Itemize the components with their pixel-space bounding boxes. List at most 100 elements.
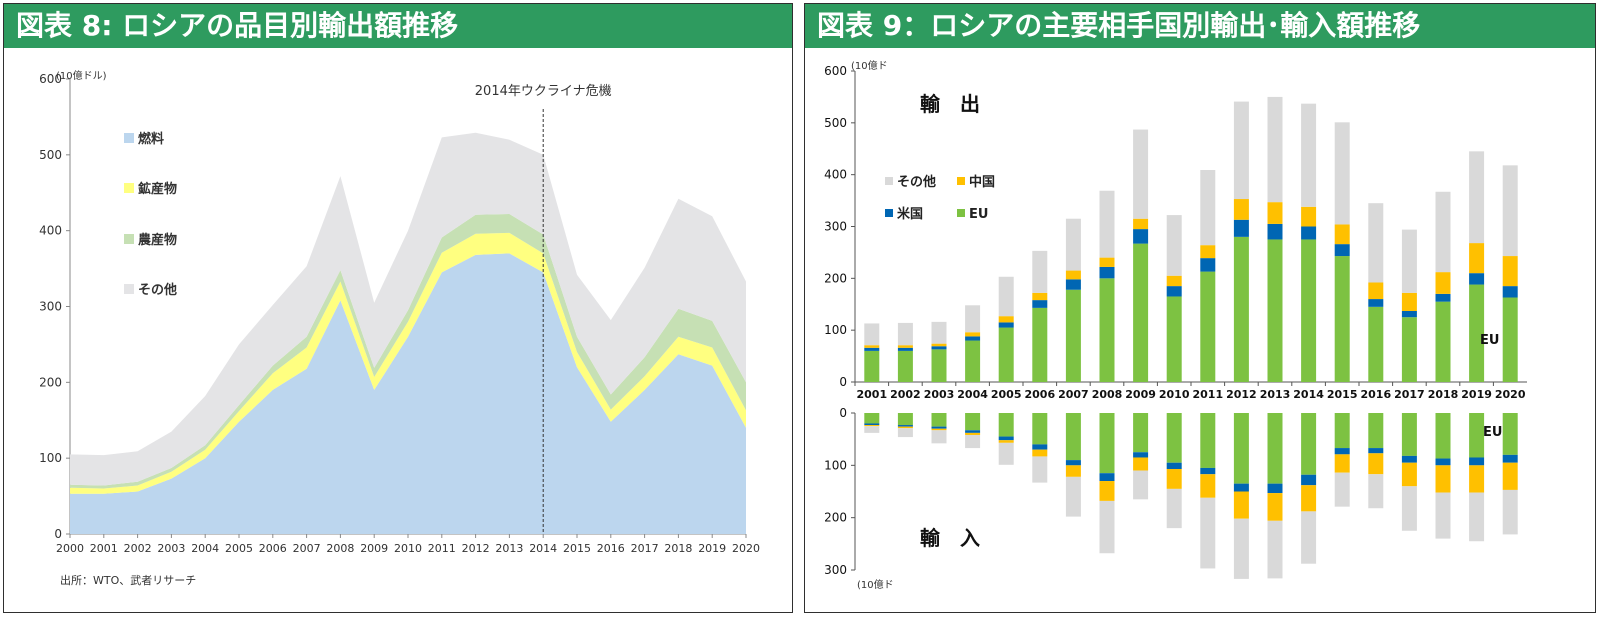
y-tick-label: 200 bbox=[824, 511, 847, 525]
export-bar-segment bbox=[897, 350, 913, 382]
import-bar-segment bbox=[864, 413, 880, 424]
import-bar-segment bbox=[1065, 413, 1081, 461]
x-tick-label: 2007 bbox=[293, 542, 321, 555]
export-bar-segment bbox=[897, 322, 913, 346]
y-tick-label: 0 bbox=[839, 375, 847, 389]
export-bar-segment bbox=[1032, 250, 1048, 293]
y-unit-label: (10億ド bbox=[851, 59, 888, 72]
x-tick-label: 2019 bbox=[1461, 388, 1492, 401]
x-tick-label: 2014 bbox=[529, 542, 557, 555]
export-bar-segment bbox=[864, 323, 880, 346]
export-bar-segment bbox=[1133, 218, 1149, 230]
export-bar-segment bbox=[1435, 191, 1451, 273]
import-bar-segment bbox=[1502, 413, 1518, 455]
x-tick-label: 2010 bbox=[1159, 388, 1190, 401]
export-bar-segment bbox=[1267, 239, 1283, 382]
x-tick-label: 2010 bbox=[394, 542, 422, 555]
x-tick-label: 2015 bbox=[563, 542, 591, 555]
export-bar-segment bbox=[1233, 101, 1249, 200]
import-bar-segment bbox=[1469, 457, 1485, 466]
export-bar-segment bbox=[1200, 245, 1216, 259]
export-bar-segment bbox=[1133, 243, 1149, 382]
import-bar-segment bbox=[1267, 493, 1283, 521]
import-bar-segment bbox=[1099, 481, 1115, 501]
y-tick-label: 400 bbox=[39, 224, 62, 238]
export-bar-segment bbox=[1368, 203, 1384, 283]
import-bar-segment bbox=[1233, 518, 1249, 579]
legend-label-us: 米国 bbox=[897, 206, 923, 222]
export-bar-segment bbox=[1166, 215, 1182, 276]
export-bar-segment bbox=[1065, 279, 1081, 290]
import-bar-segment bbox=[1200, 497, 1216, 569]
export-bar-segment bbox=[1368, 299, 1384, 307]
bar-chart: 0 100 200 300 400 500 600 (10億ド 0 100 200 300 (10億ド 2… bbox=[824, 59, 1527, 591]
x-tick-label: 2001 bbox=[856, 388, 887, 401]
x-tick-label: 2004 bbox=[957, 388, 988, 401]
import-bar-segment bbox=[931, 428, 947, 431]
legend-label: 燃料 bbox=[138, 131, 164, 147]
export-bar-segment bbox=[1334, 122, 1350, 225]
x-tick-label: 2000 bbox=[56, 542, 84, 555]
x-tick-label: 2006 bbox=[1024, 388, 1055, 401]
import-bar-segment bbox=[1233, 483, 1249, 492]
x-tick-label: 2006 bbox=[259, 542, 287, 555]
export-bar-segment bbox=[864, 345, 880, 348]
export-bar-segment bbox=[1200, 271, 1216, 382]
import-bar-segment bbox=[897, 426, 913, 429]
legend-swatch-other bbox=[885, 177, 893, 185]
export-bar-segment bbox=[1065, 289, 1081, 382]
x-tick-label: 2017 bbox=[1394, 388, 1425, 401]
export-bar-segment bbox=[1435, 293, 1451, 302]
export-bar-segment bbox=[1065, 218, 1081, 271]
export-bar-segment bbox=[931, 349, 947, 382]
export-bar-segment bbox=[1133, 229, 1149, 244]
import-bar-segment bbox=[1233, 491, 1249, 519]
import-bar-segment bbox=[1469, 465, 1485, 493]
legend-label: その他 bbox=[138, 282, 177, 298]
export-bar-segment bbox=[1334, 256, 1350, 382]
area-chart: 0 100 200 300 400 500 600 2000 2001 2002 2003 2004 2… bbox=[39, 69, 760, 587]
export-bar-segment bbox=[1166, 296, 1182, 382]
import-bar-segment bbox=[864, 423, 880, 426]
x-tick-label: 2016 bbox=[597, 542, 625, 555]
export-bar-segment bbox=[965, 305, 981, 333]
crisis-annotation: 2014年ウクライナ危機 bbox=[475, 84, 612, 99]
export-bar-segment bbox=[864, 347, 880, 351]
x-tick-label: 2020 bbox=[1495, 388, 1526, 401]
y-tick-label: 400 bbox=[824, 168, 847, 182]
legend-label: 農産物 bbox=[138, 232, 177, 248]
x-tick-label: 2013 bbox=[495, 542, 523, 555]
import-bar-segment bbox=[1166, 413, 1182, 463]
x-tick-label: 2005 bbox=[225, 542, 253, 555]
import-bar-segment bbox=[1099, 473, 1115, 482]
legend-label: 鉱産物 bbox=[138, 181, 177, 197]
source-note: 出所：WTO、武者リサーチ bbox=[60, 573, 196, 587]
x-tick-label: 2002 bbox=[890, 388, 921, 401]
import-bar-segment bbox=[965, 430, 981, 433]
import-bar-segment bbox=[1368, 474, 1384, 509]
y-tick-label: 600 bbox=[824, 64, 847, 78]
export-bar-segment bbox=[1502, 256, 1518, 287]
import-bar-segment bbox=[1065, 476, 1081, 517]
x-tick-label: 2001 bbox=[90, 542, 118, 555]
import-bar-segment bbox=[1502, 454, 1518, 463]
x-tick-label: 2012 bbox=[1226, 388, 1257, 401]
export-bar-segment bbox=[1200, 258, 1216, 272]
import-bar-segment bbox=[998, 413, 1014, 437]
import-bar-segment bbox=[1469, 413, 1485, 458]
import-bar-segment bbox=[1334, 448, 1350, 455]
import-bar-segment bbox=[1099, 500, 1115, 554]
export-bar-segment bbox=[1401, 310, 1417, 318]
export-bar-segment bbox=[1065, 270, 1081, 280]
export-bar-segment bbox=[1200, 170, 1216, 246]
export-bar-segment bbox=[1301, 239, 1317, 382]
import-bar-segment bbox=[1334, 413, 1350, 449]
import-bar-segment bbox=[965, 432, 981, 435]
import-bar-segment bbox=[1200, 474, 1216, 498]
y-tick-label: 100 bbox=[39, 451, 62, 465]
import-bar-segment bbox=[931, 426, 947, 429]
import-bar-segment bbox=[897, 413, 913, 426]
export-bar-segment bbox=[1502, 286, 1518, 298]
import-bar-segment bbox=[1166, 468, 1182, 489]
x-tick-label: 2016 bbox=[1360, 388, 1391, 401]
